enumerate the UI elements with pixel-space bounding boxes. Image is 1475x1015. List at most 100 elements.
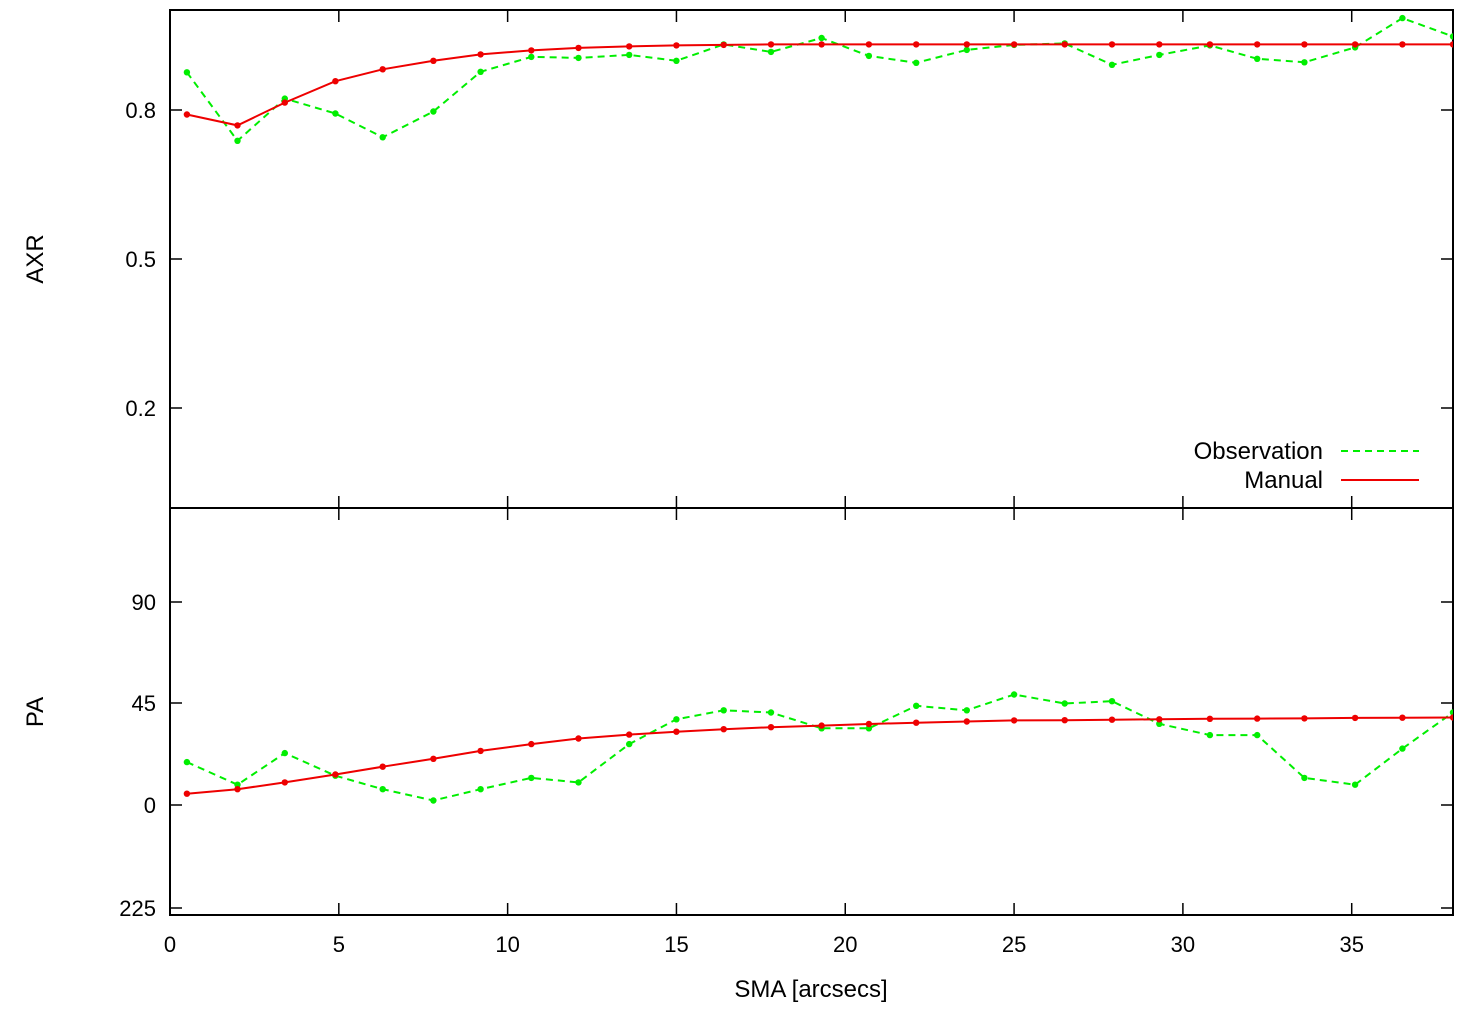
axr-observation-point bbox=[818, 34, 825, 42]
axr-manual-point bbox=[234, 122, 241, 129]
pa-manual-point bbox=[183, 790, 191, 797]
axr-observation-point bbox=[626, 51, 633, 59]
x-tick-label: 20 bbox=[833, 932, 857, 957]
axr-observation-point bbox=[913, 59, 920, 66]
x-tick-label: 5 bbox=[333, 932, 345, 957]
pa-observation-point bbox=[1061, 700, 1068, 707]
axr-manual-point bbox=[626, 43, 633, 50]
pa-manual-point bbox=[913, 719, 920, 726]
pa-observation-point bbox=[430, 797, 437, 804]
pa-tick-label: 90 bbox=[132, 590, 156, 615]
pa-manual-point bbox=[963, 718, 970, 725]
pa-panel-frame bbox=[169, 507, 1454, 916]
axr-observation-point bbox=[963, 46, 970, 54]
pa-manual-point bbox=[1061, 717, 1068, 724]
pa-manual-point bbox=[1301, 715, 1308, 722]
pa-manual-point bbox=[1399, 714, 1406, 721]
pa-observation-point bbox=[720, 707, 727, 714]
axr-observation-point bbox=[767, 48, 775, 56]
axr-tick-label: 0.5 bbox=[125, 247, 156, 272]
pa-manual-point bbox=[865, 720, 873, 728]
axr-observation-point bbox=[1254, 55, 1261, 62]
axr-manual-point bbox=[1156, 41, 1163, 48]
data-series bbox=[183, 14, 1453, 804]
pa-observation-point bbox=[1010, 691, 1018, 698]
pa-tick-label: 225 bbox=[119, 896, 156, 921]
pa-observation-point bbox=[234, 781, 241, 788]
axr-manual-point bbox=[1010, 41, 1018, 48]
pa-axis-label: PA bbox=[22, 697, 49, 727]
sma-axis-label: SMA [arcsecs] bbox=[734, 976, 887, 1003]
axr-manual-point bbox=[673, 42, 680, 49]
pa-manual-point bbox=[1351, 714, 1359, 722]
pa-manual-point bbox=[673, 728, 680, 735]
axr-manual-point bbox=[818, 41, 825, 48]
pa-manual-point bbox=[818, 722, 825, 729]
axr-manual-point bbox=[1061, 41, 1068, 48]
x-tick-label: 35 bbox=[1339, 932, 1363, 957]
pa-observation-point bbox=[528, 774, 535, 782]
pa-manual-point bbox=[1108, 716, 1116, 723]
pa-tick-label: 45 bbox=[132, 691, 156, 716]
pa-manual-point bbox=[477, 747, 484, 755]
axr-axis-label: AXR bbox=[22, 234, 49, 283]
axr-tick-label: 0.2 bbox=[125, 396, 156, 421]
pa-observation-point bbox=[281, 749, 288, 757]
pa-observation-point bbox=[1206, 731, 1214, 739]
axr-observation-point bbox=[528, 53, 535, 61]
axr-observation-point bbox=[234, 137, 241, 144]
axr-manual-point bbox=[379, 66, 386, 73]
axr-series-manual bbox=[183, 41, 1453, 129]
pa-manual-point bbox=[332, 771, 339, 778]
axr-manual-point bbox=[1449, 41, 1453, 48]
axr-manual-point bbox=[1399, 41, 1406, 48]
axr-observation-point bbox=[430, 108, 437, 115]
x-tick-label: 25 bbox=[1002, 932, 1026, 957]
pa-observation-point bbox=[379, 786, 386, 793]
tick-labels: 0 5 10 15 20 25 30 35 0.2 0.5 0.8 225 0 45 90 bbox=[119, 98, 1364, 957]
x-tick-label: 0 bbox=[164, 932, 176, 957]
pa-observation-point bbox=[913, 702, 920, 709]
axr-manual-point bbox=[575, 44, 582, 52]
pa-observation-point bbox=[626, 740, 633, 748]
axr-manual-point bbox=[767, 41, 775, 48]
axr-manual-point bbox=[1301, 41, 1308, 48]
axr-manual-point bbox=[281, 99, 288, 106]
pa-observation-point bbox=[1108, 698, 1116, 705]
axr-observation-point bbox=[865, 52, 873, 60]
axr-observation-point bbox=[1108, 61, 1116, 68]
pa-manual-point bbox=[1254, 715, 1261, 722]
pa-observation-point bbox=[575, 779, 582, 786]
axr-manual-point bbox=[1351, 41, 1359, 48]
axr-manual-point bbox=[1254, 41, 1261, 48]
legend-label-manual: Manual bbox=[1244, 467, 1323, 494]
axr-tick-label: 0.8 bbox=[125, 98, 156, 123]
axr-manual-point bbox=[1108, 41, 1116, 48]
pa-observation-point bbox=[1156, 720, 1163, 727]
axr-observation-point bbox=[477, 68, 484, 76]
pa-manual-point bbox=[720, 726, 727, 733]
axr-manual-point bbox=[183, 111, 191, 118]
pa-observation-point bbox=[1449, 709, 1453, 716]
pa-manual-point bbox=[234, 786, 241, 793]
pa-observation-point bbox=[1301, 774, 1308, 782]
axis-ticks bbox=[169, 10, 1453, 915]
axr-observation-point bbox=[1449, 33, 1453, 40]
x-tick-label: 15 bbox=[664, 932, 688, 957]
axr-panel-frame bbox=[169, 9, 1454, 509]
pa-manual-point bbox=[528, 740, 535, 748]
axr-observation-point bbox=[575, 54, 582, 62]
pa-manual-point bbox=[430, 755, 437, 762]
pa-series-observation bbox=[183, 691, 1453, 804]
pa-manual-point bbox=[379, 763, 386, 770]
legend-label-observation: Observation bbox=[1194, 438, 1323, 465]
axr-manual-point bbox=[963, 41, 970, 48]
axr-manual-point bbox=[477, 51, 484, 58]
axr-observation-point bbox=[1399, 14, 1406, 22]
axr-manual-line bbox=[186, 43, 1453, 127]
pa-manual-point bbox=[1156, 716, 1163, 723]
axr-observation-point bbox=[1301, 59, 1308, 66]
pa-manual-point bbox=[281, 779, 288, 786]
